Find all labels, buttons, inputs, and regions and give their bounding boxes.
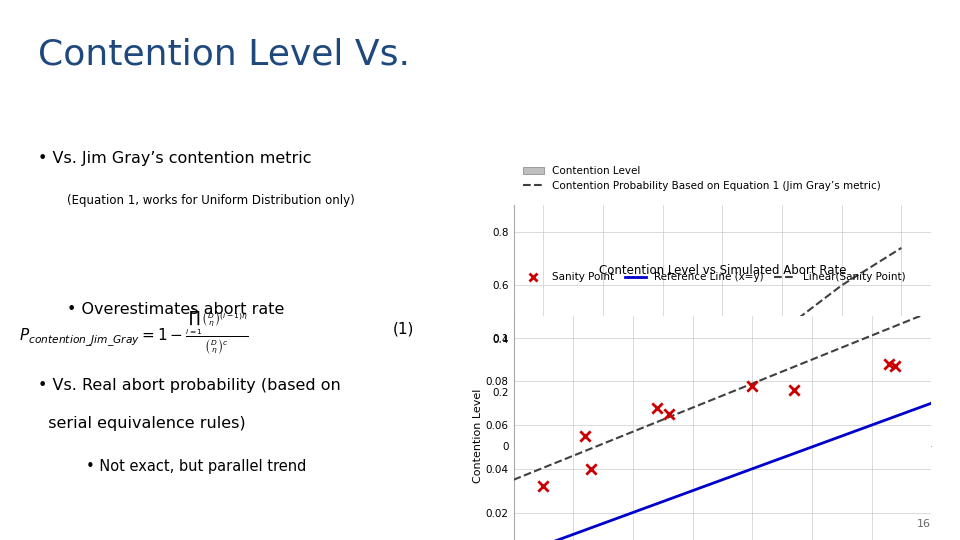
Bar (708, 374, 737, 445)
Text: • Vs. Jim Gray’s contention metric: • Vs. Jim Gray’s contention metric (38, 151, 312, 166)
X-axis label: Number of Clients: Number of Clients (672, 466, 773, 476)
Point (661, 410, 677, 418)
Text: • Overestimates abort rate: • Overestimates abort rate (67, 302, 284, 318)
Text: • Vs. Real abort probability (based on: • Vs. Real abort probability (based on (38, 378, 341, 393)
Bar (886, 348, 916, 446)
Legend: Sanity Point, Reference Line (x=y), Linear(Sanity Point): Sanity Point, Reference Line (x=y), Line… (518, 268, 910, 287)
Text: • Not exact, but parallel trend: • Not exact, but parallel trend (86, 459, 307, 474)
Text: Contention Level Vs.: Contention Level Vs. (38, 38, 411, 72)
Bar (767, 364, 797, 446)
Text: serial equivalence rules): serial equivalence rules) (38, 416, 246, 431)
Point (888, 362, 903, 370)
Text: 16: 16 (917, 519, 931, 529)
Point (536, 482, 551, 491)
Point (786, 386, 802, 395)
Point (745, 381, 760, 390)
Point (578, 432, 593, 441)
Title: Contention Level vs Simulated Abort Rate: Contention Level vs Simulated Abort Rate (599, 264, 846, 277)
Bar (648, 387, 678, 446)
Point (584, 464, 599, 473)
Text: (Equation 1, works for Uniform Distribution only): (Equation 1, works for Uniform Distribut… (67, 194, 355, 207)
Bar (588, 408, 618, 446)
Legend: Contention Level, Contention Probability Based on Equation 1 (Jim Gray’s metric): Contention Level, Contention Probability… (518, 161, 885, 195)
Text: $P_{contention\_Jim\_Gray} = 1 - \frac{\prod_{i=1}^{c} \binom{D}{\eta}^{(i-1)\et: $P_{contention\_Jim\_Gray} = 1 - \frac{\… (18, 303, 249, 356)
Point (649, 403, 664, 412)
Point (881, 360, 897, 368)
Y-axis label: Contention Level: Contention Level (473, 389, 483, 483)
Bar (827, 356, 856, 446)
Text: (1): (1) (393, 322, 415, 337)
